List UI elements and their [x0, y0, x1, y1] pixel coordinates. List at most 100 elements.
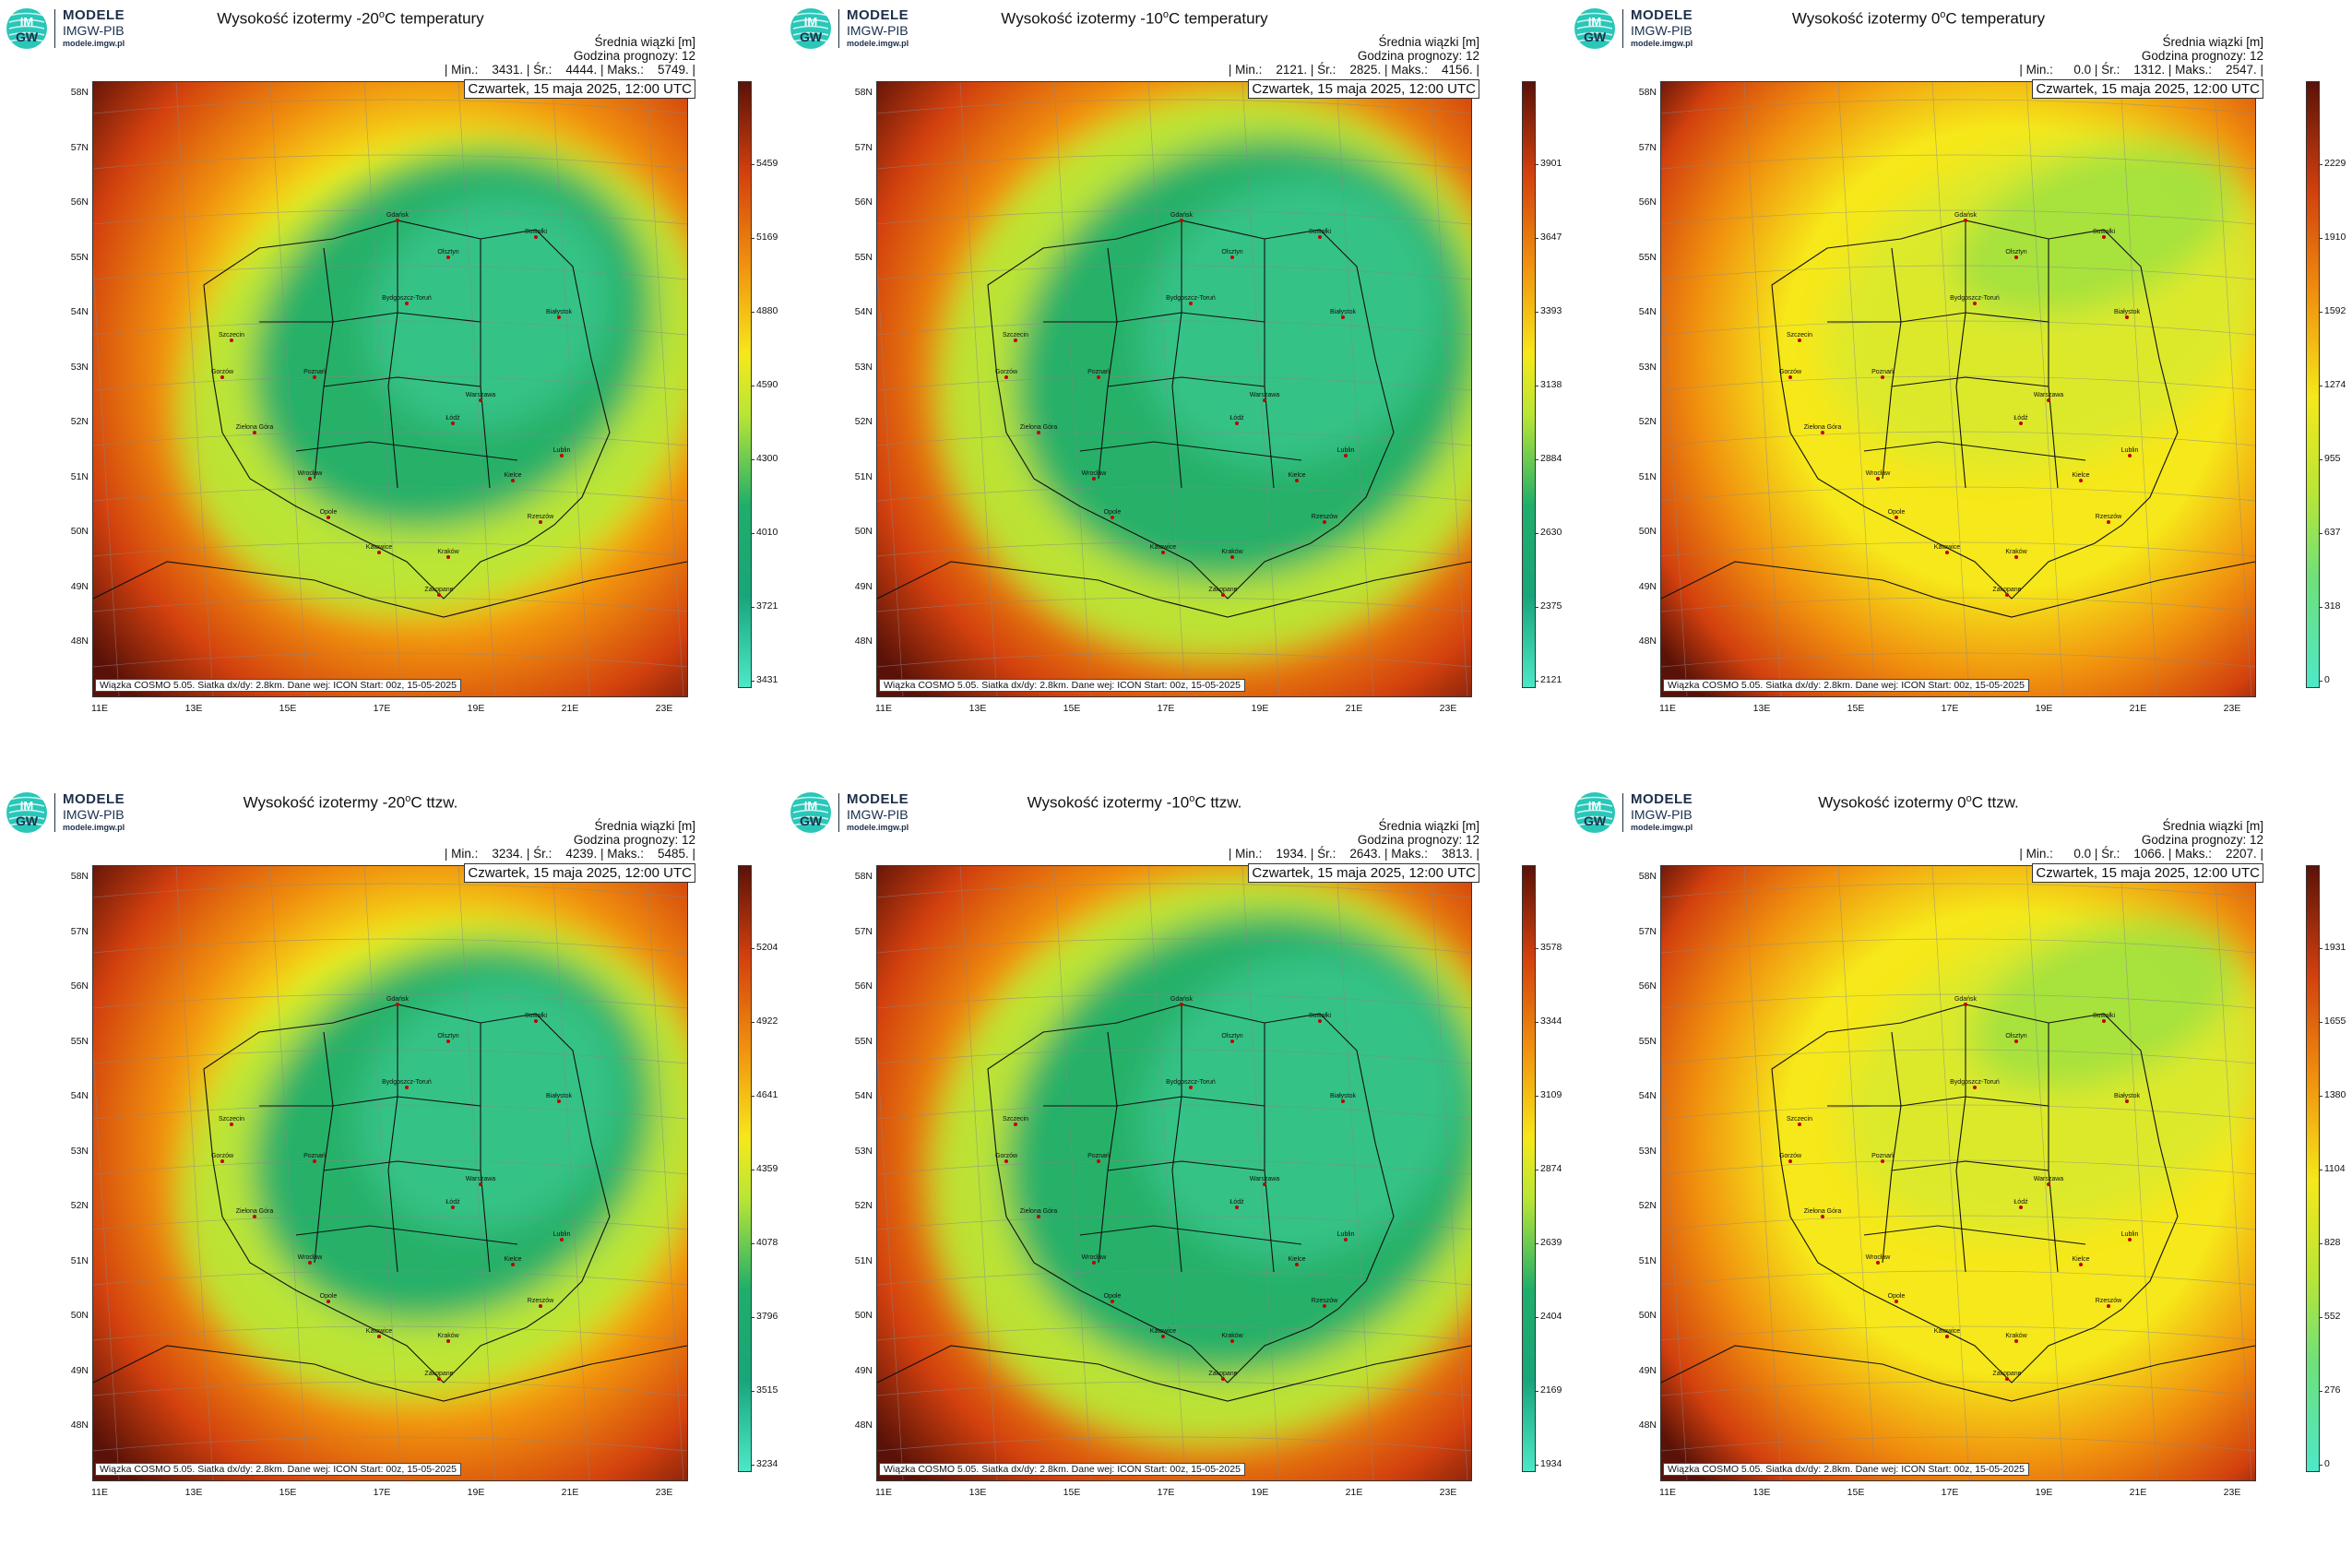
svg-text:IM: IM — [1588, 799, 1601, 813]
city-dot — [1881, 1159, 1884, 1163]
colorbar-label: 5459 — [756, 158, 778, 169]
colorbar-tick — [751, 1317, 754, 1318]
colorbar-label: 3344 — [1540, 1016, 1562, 1027]
city-label: Zielona Góra — [236, 1208, 274, 1215]
city-dot — [2047, 1182, 2050, 1186]
title-pre: Wysokość izotermy -10 — [1001, 9, 1163, 28]
city-label: Opole — [1104, 1293, 1122, 1300]
lon-label: 15E — [1063, 1487, 1081, 1498]
colorbar-tick — [751, 1096, 754, 1097]
city-label: Warszawa — [2034, 1176, 2064, 1182]
city-dot — [1945, 1335, 1949, 1338]
colorbar-label: 1910 — [2324, 232, 2346, 243]
city-dot — [2102, 1019, 2106, 1023]
svg-text:GW: GW — [800, 30, 823, 44]
colorbar-tick — [1535, 1391, 1538, 1392]
city-dot — [1323, 520, 1326, 524]
lat-label: 50N — [854, 1310, 873, 1321]
city-dot — [1230, 555, 1234, 559]
map-panel: IM GW MODELE IMGW-PIB modele.imgw.pl Wysokość… — [0, 784, 784, 1568]
lat-label: 57N — [1638, 141, 1657, 153]
logo-badge: IM GW — [790, 791, 832, 834]
lat-label: 48N — [70, 636, 89, 647]
lat-label: 57N — [854, 141, 873, 153]
lon-label: 17E — [1157, 1487, 1175, 1498]
lon-label: 23E — [2223, 1487, 2241, 1498]
city-dot — [1881, 375, 1884, 379]
logo-badge: IM GW — [1574, 791, 1616, 834]
colorbar-label: 1592 — [2324, 305, 2346, 316]
svg-text:IM: IM — [20, 15, 33, 29]
borders — [93, 220, 687, 618]
info-block: Średnia wiązki [m] Godzina prognozy: 12 — [574, 35, 695, 63]
city-label: Poznań — [303, 1153, 326, 1159]
info-block: Średnia wiązki [m] Godzina prognozy: 12 — [1358, 35, 1479, 63]
colorbar-tick — [1535, 238, 1538, 239]
city-label: Warszawa — [1250, 1176, 1280, 1182]
lat-label: 51N — [854, 470, 873, 482]
lat-label: 54N — [70, 1090, 89, 1101]
city-dot — [2125, 315, 2129, 319]
colorbar-tick — [2319, 607, 2322, 608]
colorbar-label: 0 — [2324, 1458, 2330, 1469]
city-dot — [230, 1123, 233, 1126]
colorbar — [1522, 865, 1536, 1472]
city-label: Bydgoszcz-Toruń — [1166, 295, 1216, 302]
lat-label: 58N — [1638, 87, 1657, 98]
city-dot — [2005, 1377, 2009, 1381]
city-dot — [1318, 1019, 1322, 1023]
colorbar-tick — [2319, 459, 2322, 460]
lat-label: 55N — [70, 251, 89, 263]
beam-label: Średnia wiązki [m] — [594, 35, 695, 49]
city-dot — [539, 1304, 542, 1308]
city-label: Kielce — [2072, 472, 2089, 479]
title-pre: Wysokość izotermy -20 — [217, 9, 379, 28]
city-label: Katowice — [1150, 1328, 1177, 1335]
city-label: Opole — [320, 1293, 338, 1300]
city-dot — [1092, 477, 1096, 481]
lat-label: 53N — [1638, 361, 1657, 373]
colorbar-label: 3647 — [1540, 232, 1562, 243]
city-dot — [1318, 235, 1322, 239]
lon-label: 21E — [561, 1487, 579, 1498]
stats-line: | Min.: 3234. | Śr.: 4239. | Maks.: 5485… — [444, 847, 695, 861]
city-dot — [560, 454, 564, 457]
colorbar-tick — [751, 533, 754, 534]
brand-line1: MODELE — [63, 7, 125, 23]
info-block: Średnia wiązki [m] Godzina prognozy: 12 — [2142, 35, 2263, 63]
colorbar-label: 4078 — [756, 1237, 778, 1248]
lat-label: 48N — [854, 636, 873, 647]
title-pre: Wysokość izotermy -10 — [1027, 793, 1190, 812]
city-dot — [437, 593, 441, 597]
lat-label: 51N — [854, 1254, 873, 1266]
lon-label: 21E — [561, 703, 579, 714]
city-label: Lublin — [2121, 1231, 2139, 1238]
colorbar-label: 3431 — [756, 674, 778, 685]
brand-url: modele.imgw.pl — [1631, 39, 1693, 48]
city-dot — [1344, 454, 1348, 457]
city-label: Gorzów — [211, 369, 234, 375]
city-label: Poznań — [1871, 369, 1894, 375]
city-label: Olsztyn — [437, 1033, 458, 1039]
lon-label: 13E — [1752, 1487, 1771, 1498]
colorbar-tick — [751, 459, 754, 460]
colorbar-label: 0 — [2324, 674, 2330, 685]
city-label: Lublin — [1337, 1231, 1355, 1238]
city-label: Zakopane — [424, 1371, 453, 1377]
lat-label: 54N — [854, 1090, 873, 1101]
logo-separator — [1622, 9, 1623, 48]
city-label: Zakopane — [1208, 1371, 1237, 1377]
map-canvas: Gdańsk Olsztyn Suwałki Szczecin Białystok Byd… — [92, 865, 688, 1481]
city-dot — [1341, 1099, 1345, 1103]
city-label: Gdańsk — [1954, 996, 1978, 1003]
colorbar-tick — [1535, 1096, 1538, 1097]
lat-label: 54N — [1638, 1090, 1657, 1101]
colorbar-tick — [1535, 1022, 1538, 1023]
city-label: Olsztyn — [437, 249, 458, 255]
brand-line2: IMGW-PIB — [63, 807, 125, 822]
city-label: Olsztyn — [2005, 1033, 2026, 1039]
logo-badge: IM GW — [1574, 7, 1616, 50]
city-label: Łódź — [1229, 415, 1244, 422]
field-layers — [179, 924, 687, 1398]
colorbar-tick — [2319, 948, 2322, 949]
